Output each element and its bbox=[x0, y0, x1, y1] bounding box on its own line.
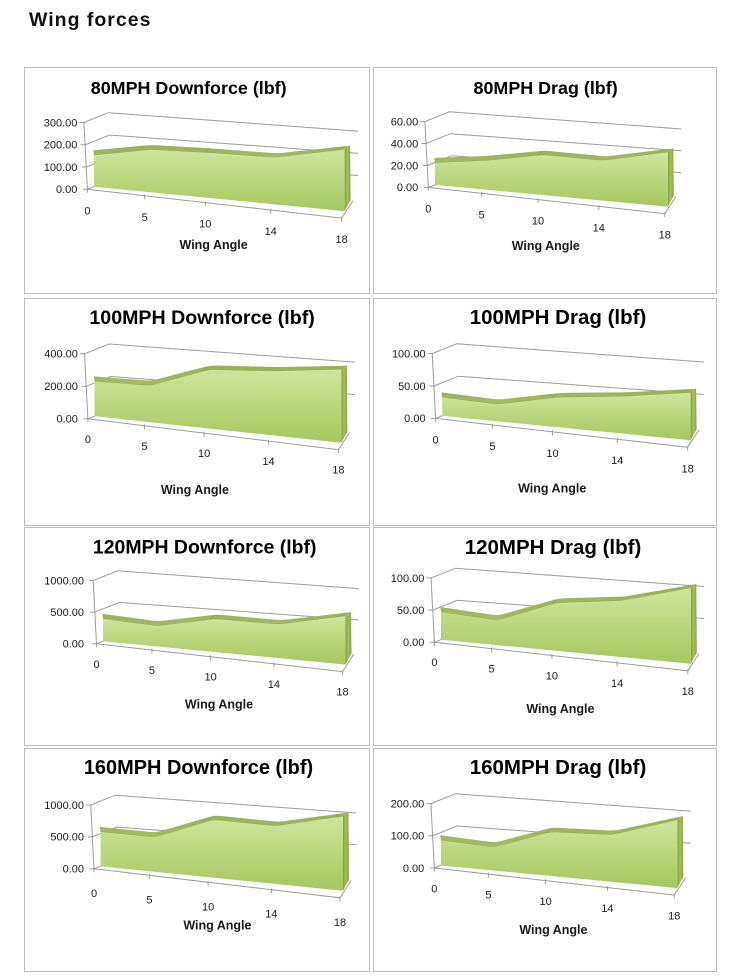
svg-text:0.00: 0.00 bbox=[63, 639, 84, 651]
svg-text:120MPH Drag (lbf): 120MPH Drag (lbf) bbox=[465, 536, 642, 559]
svg-text:0: 0 bbox=[431, 657, 437, 669]
svg-text:Wing Angle: Wing Angle bbox=[183, 919, 251, 933]
svg-text:500.00: 500.00 bbox=[50, 832, 84, 844]
svg-text:14: 14 bbox=[611, 678, 623, 690]
svg-text:5: 5 bbox=[479, 209, 485, 221]
svg-text:14: 14 bbox=[601, 903, 613, 915]
svg-text:0: 0 bbox=[85, 434, 91, 446]
svg-text:100MPH Drag (lbf): 100MPH Drag (lbf) bbox=[470, 306, 647, 329]
svg-text:100.00: 100.00 bbox=[391, 573, 425, 585]
svg-text:5: 5 bbox=[146, 894, 152, 906]
svg-text:18: 18 bbox=[336, 687, 348, 699]
svg-text:0: 0 bbox=[84, 205, 90, 217]
svg-text:Wing Angle: Wing Angle bbox=[185, 698, 253, 712]
svg-text:0.00: 0.00 bbox=[56, 414, 77, 426]
svg-text:300.00: 300.00 bbox=[44, 117, 78, 129]
svg-text:400.00: 400.00 bbox=[44, 349, 78, 361]
svg-text:18: 18 bbox=[334, 917, 346, 929]
svg-text:Wing Angle: Wing Angle bbox=[161, 483, 229, 497]
svg-text:0.00: 0.00 bbox=[397, 182, 418, 194]
svg-text:500.00: 500.00 bbox=[50, 607, 84, 619]
svg-text:80MPH Downforce (lbf): 80MPH Downforce (lbf) bbox=[91, 78, 287, 98]
svg-text:5: 5 bbox=[485, 890, 491, 902]
svg-text:0.00: 0.00 bbox=[403, 637, 424, 649]
svg-text:18: 18 bbox=[682, 686, 694, 698]
svg-text:50.00: 50.00 bbox=[397, 605, 425, 617]
svg-text:10: 10 bbox=[532, 216, 544, 228]
svg-text:0: 0 bbox=[433, 434, 439, 446]
svg-text:10: 10 bbox=[199, 219, 211, 231]
svg-text:14: 14 bbox=[265, 226, 277, 238]
svg-text:5: 5 bbox=[142, 212, 148, 224]
svg-text:18: 18 bbox=[681, 463, 693, 475]
svg-text:0.00: 0.00 bbox=[63, 864, 84, 876]
svg-text:18: 18 bbox=[335, 234, 347, 246]
svg-text:80MPH Drag (lbf): 80MPH Drag (lbf) bbox=[474, 78, 618, 98]
svg-text:14: 14 bbox=[593, 222, 605, 234]
svg-text:20.00: 20.00 bbox=[391, 160, 419, 172]
svg-text:160MPH Drag (lbf): 160MPH Drag (lbf) bbox=[470, 756, 647, 779]
svg-text:5: 5 bbox=[489, 441, 495, 453]
svg-text:0.00: 0.00 bbox=[404, 413, 425, 425]
svg-text:Wing Angle: Wing Angle bbox=[526, 702, 594, 716]
svg-text:0.00: 0.00 bbox=[403, 863, 424, 875]
svg-text:10: 10 bbox=[546, 448, 558, 460]
svg-text:18: 18 bbox=[668, 911, 680, 923]
svg-text:60.00: 60.00 bbox=[391, 116, 419, 128]
svg-text:Wing Angle: Wing Angle bbox=[518, 482, 586, 496]
svg-text:Wing Angle: Wing Angle bbox=[512, 239, 580, 253]
svg-text:10: 10 bbox=[198, 448, 210, 460]
svg-text:1000.00: 1000.00 bbox=[44, 800, 84, 812]
svg-text:0: 0 bbox=[425, 203, 431, 215]
svg-text:200.00: 200.00 bbox=[391, 798, 425, 810]
svg-text:0.00: 0.00 bbox=[56, 184, 77, 196]
svg-text:1000.00: 1000.00 bbox=[44, 575, 84, 587]
svg-text:160MPH Downforce (lbf): 160MPH Downforce (lbf) bbox=[84, 757, 313, 779]
svg-text:10: 10 bbox=[202, 901, 214, 913]
svg-text:5: 5 bbox=[488, 664, 494, 676]
svg-text:100.00: 100.00 bbox=[391, 831, 425, 843]
svg-text:14: 14 bbox=[611, 455, 623, 467]
svg-text:200.00: 200.00 bbox=[44, 381, 78, 393]
svg-text:100MPH Downforce (lbf): 100MPH Downforce (lbf) bbox=[89, 307, 314, 329]
svg-text:100.00: 100.00 bbox=[392, 348, 426, 360]
svg-text:50.00: 50.00 bbox=[398, 381, 426, 393]
svg-text:0: 0 bbox=[431, 884, 437, 896]
svg-text:18: 18 bbox=[332, 465, 344, 477]
svg-text:0: 0 bbox=[91, 888, 97, 900]
svg-text:100.00: 100.00 bbox=[44, 162, 78, 174]
svg-text:14: 14 bbox=[268, 679, 280, 691]
svg-text:Wing Angle: Wing Angle bbox=[180, 238, 248, 252]
svg-text:14: 14 bbox=[262, 456, 274, 468]
svg-text:10: 10 bbox=[546, 671, 558, 683]
svg-text:10: 10 bbox=[204, 672, 216, 684]
svg-text:14: 14 bbox=[265, 909, 277, 921]
svg-text:5: 5 bbox=[141, 441, 147, 453]
svg-text:40.00: 40.00 bbox=[391, 138, 419, 150]
svg-text:0: 0 bbox=[93, 659, 99, 671]
svg-text:Wing Angle: Wing Angle bbox=[519, 923, 587, 937]
svg-text:10: 10 bbox=[539, 896, 551, 908]
svg-text:5: 5 bbox=[149, 665, 155, 677]
svg-text:120MPH Downforce (lbf): 120MPH Downforce (lbf) bbox=[93, 536, 317, 558]
svg-text:18: 18 bbox=[659, 230, 671, 242]
svg-text:200.00: 200.00 bbox=[44, 140, 78, 152]
